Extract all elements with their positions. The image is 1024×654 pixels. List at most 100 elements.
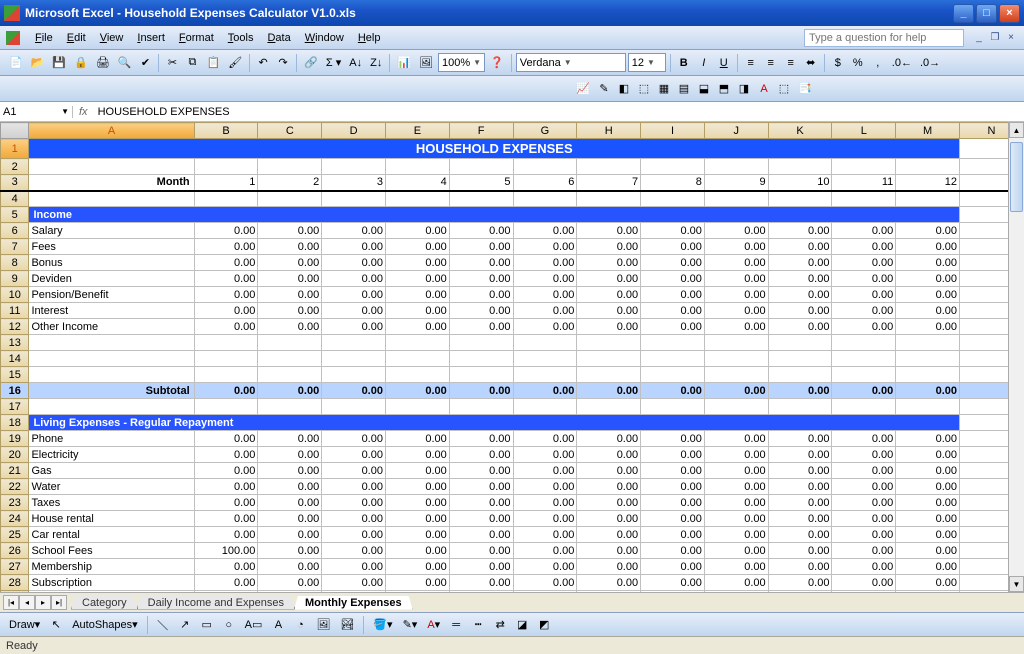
cell[interactable]: 0.00 [704,223,768,239]
cell[interactable]: 0.00 [896,447,960,463]
cell[interactable] [449,335,513,351]
cell[interactable]: 2 [258,175,322,191]
cell[interactable] [577,399,641,415]
cell[interactable]: Pension/Benefit [29,287,194,303]
cell[interactable]: 0.00 [385,543,449,559]
cell[interactable]: 0.00 [896,479,960,495]
cell[interactable] [29,399,194,415]
cell[interactable]: 0.00 [258,223,322,239]
cell[interactable]: 0.00 [513,287,577,303]
cell[interactable]: 0.00 [768,511,832,527]
cell[interactable]: 0.00 [385,495,449,511]
cell[interactable] [896,335,960,351]
cell[interactable]: 0.00 [449,511,513,527]
font-color-icon[interactable]: A▾ [424,615,443,635]
wordart-icon[interactable]: A [269,615,287,635]
row-header-5[interactable]: 5 [1,207,29,223]
cell[interactable]: 0.00 [832,239,896,255]
cell[interactable]: 0.00 [258,319,322,335]
tb2-btn1[interactable]: 📈 [573,79,593,99]
cell[interactable]: 0.00 [194,479,258,495]
cell[interactable] [29,191,194,207]
cell[interactable]: 0.00 [704,303,768,319]
cell[interactable]: 0.00 [322,255,386,271]
hyperlink-icon[interactable]: 🔗 [301,53,321,73]
cell[interactable]: 0.00 [258,255,322,271]
cell[interactable]: 0.00 [449,591,513,593]
cell[interactable]: 0.00 [385,431,449,447]
cell[interactable]: 0.00 [194,239,258,255]
row-header-3[interactable]: 3 [1,175,29,191]
align-center-icon[interactable]: ≡ [762,53,780,73]
cell[interactable] [832,335,896,351]
cell[interactable]: 0.00 [385,319,449,335]
cell[interactable]: 0.00 [832,287,896,303]
cell[interactable]: 0.00 [194,447,258,463]
cell[interactable] [641,351,705,367]
cell[interactable]: 0.00 [385,223,449,239]
cell[interactable]: 0.00 [577,527,641,543]
cell[interactable]: 0.00 [832,575,896,591]
cell[interactable]: 0.00 [449,543,513,559]
cell[interactable]: 0.00 [896,591,960,593]
cell[interactable] [194,351,258,367]
cell[interactable]: 0.00 [641,303,705,319]
cell[interactable]: 0.00 [896,575,960,591]
cell[interactable]: 0.00 [704,559,768,575]
cell[interactable]: Gas [29,463,194,479]
cell[interactable] [322,367,386,383]
cell[interactable]: 0.00 [704,319,768,335]
cell[interactable] [577,159,641,175]
cell[interactable] [385,399,449,415]
menu-data[interactable]: Data [260,30,297,46]
cell[interactable]: 0.00 [258,559,322,575]
cell[interactable]: 0.00 [577,303,641,319]
fx-icon[interactable]: fx [73,106,94,118]
cell[interactable]: Deviden [29,271,194,287]
cell[interactable]: 0.00 [577,591,641,593]
cell[interactable]: 0.00 [577,255,641,271]
cell[interactable]: 0.00 [449,495,513,511]
scroll-thumb[interactable] [1010,142,1023,212]
formula-value[interactable]: HOUSEHOLD EXPENSES [94,106,234,118]
spelling-icon[interactable]: ✔ [136,53,154,73]
cell[interactable]: 0.00 [832,303,896,319]
cell[interactable]: 0.00 [449,447,513,463]
row-header-1[interactable]: 1 [1,139,29,159]
row-header-13[interactable]: 13 [1,335,29,351]
cell[interactable] [641,335,705,351]
row-header-9[interactable]: 9 [1,271,29,287]
cell[interactable]: 0.00 [896,239,960,255]
cell[interactable] [194,159,258,175]
cell[interactable]: 0.00 [513,319,577,335]
cell[interactable] [768,335,832,351]
cell[interactable]: 0.00 [832,271,896,287]
sheet-tab[interactable]: Daily Income and Expenses [137,596,295,610]
cell[interactable] [194,399,258,415]
cell[interactable] [704,191,768,207]
cell[interactable] [704,367,768,383]
col-header-D[interactable]: D [322,123,386,139]
cell[interactable] [832,159,896,175]
row-header-19[interactable]: 19 [1,431,29,447]
cell[interactable]: 0.00 [896,223,960,239]
row-header-11[interactable]: 11 [1,303,29,319]
cell[interactable] [704,159,768,175]
cell[interactable]: 0.00 [513,383,577,399]
cell[interactable]: Taxes [29,495,194,511]
align-left-icon[interactable]: ≡ [742,53,760,73]
tb2-btn5[interactable]: ▦ [655,79,673,99]
cell[interactable]: 0.00 [704,495,768,511]
menu-window[interactable]: Window [298,30,351,46]
cell[interactable] [577,335,641,351]
cell[interactable] [577,351,641,367]
col-header-H[interactable]: H [577,123,641,139]
cell[interactable]: 0.00 [194,511,258,527]
new-icon[interactable]: 📄 [6,53,26,73]
cell[interactable]: 0.00 [832,319,896,335]
tb2-btn2[interactable]: ✎ [595,79,613,99]
cell[interactable]: 0.00 [768,575,832,591]
cell[interactable]: 0.00 [641,287,705,303]
undo-icon[interactable]: ↶ [254,53,272,73]
cell[interactable] [704,351,768,367]
